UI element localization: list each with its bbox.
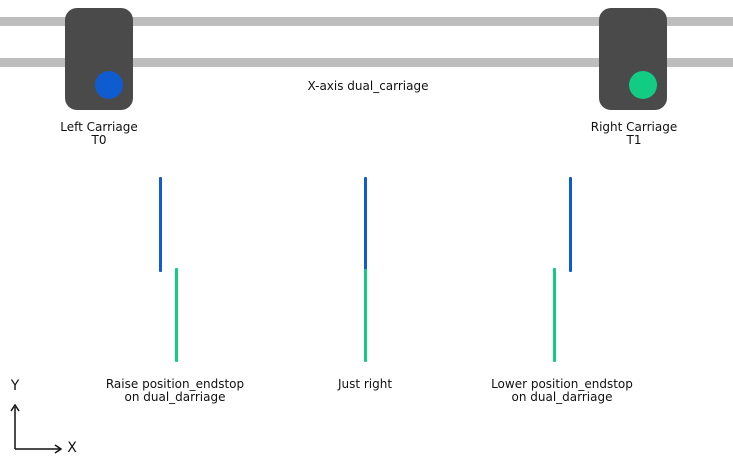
y-axis-arrowhead <box>10 403 20 412</box>
left-carriage-label: Left Carriage T0 <box>47 121 151 147</box>
case3-t1-bar <box>553 268 556 362</box>
rail-bottom <box>0 58 733 67</box>
right-nozzle-icon <box>629 71 657 99</box>
left-carriage-tool: T0 <box>91 133 107 147</box>
right-carriage <box>599 8 667 110</box>
rail-top <box>0 17 733 26</box>
case1-line2: on dual_darriage <box>124 390 226 404</box>
case2-line1: Just right <box>337 377 393 391</box>
left-carriage-name: Left Carriage <box>60 120 138 134</box>
case2-t1-bar <box>364 269 367 362</box>
right-carriage-tool: T1 <box>626 133 642 147</box>
x-axis-arrowhead <box>54 444 63 454</box>
case1-label: Raise position_endstop on dual_darriage <box>95 378 255 404</box>
left-nozzle-icon <box>95 71 123 99</box>
case3-line1: Lower position_endstop <box>491 377 633 391</box>
case3-line2: on dual_darriage <box>511 390 613 404</box>
case1-t0-bar <box>159 177 162 272</box>
y-axis-label: Y <box>10 378 20 394</box>
case2-t0-bar <box>364 177 367 270</box>
case1-line1: Raise position_endstop <box>105 377 245 391</box>
x-axis-label: X <box>67 440 77 456</box>
case1-t1-bar <box>175 268 178 362</box>
diagram-title: X-axis dual_carriage <box>307 79 429 93</box>
left-carriage <box>65 8 133 110</box>
case3-label: Lower position_endstop on dual_darriage <box>482 378 642 404</box>
case2-label: Just right <box>305 378 425 391</box>
right-carriage-name: Right Carriage <box>590 120 678 134</box>
case3-t0-bar <box>569 177 572 272</box>
right-carriage-label: Right Carriage T1 <box>582 121 686 147</box>
